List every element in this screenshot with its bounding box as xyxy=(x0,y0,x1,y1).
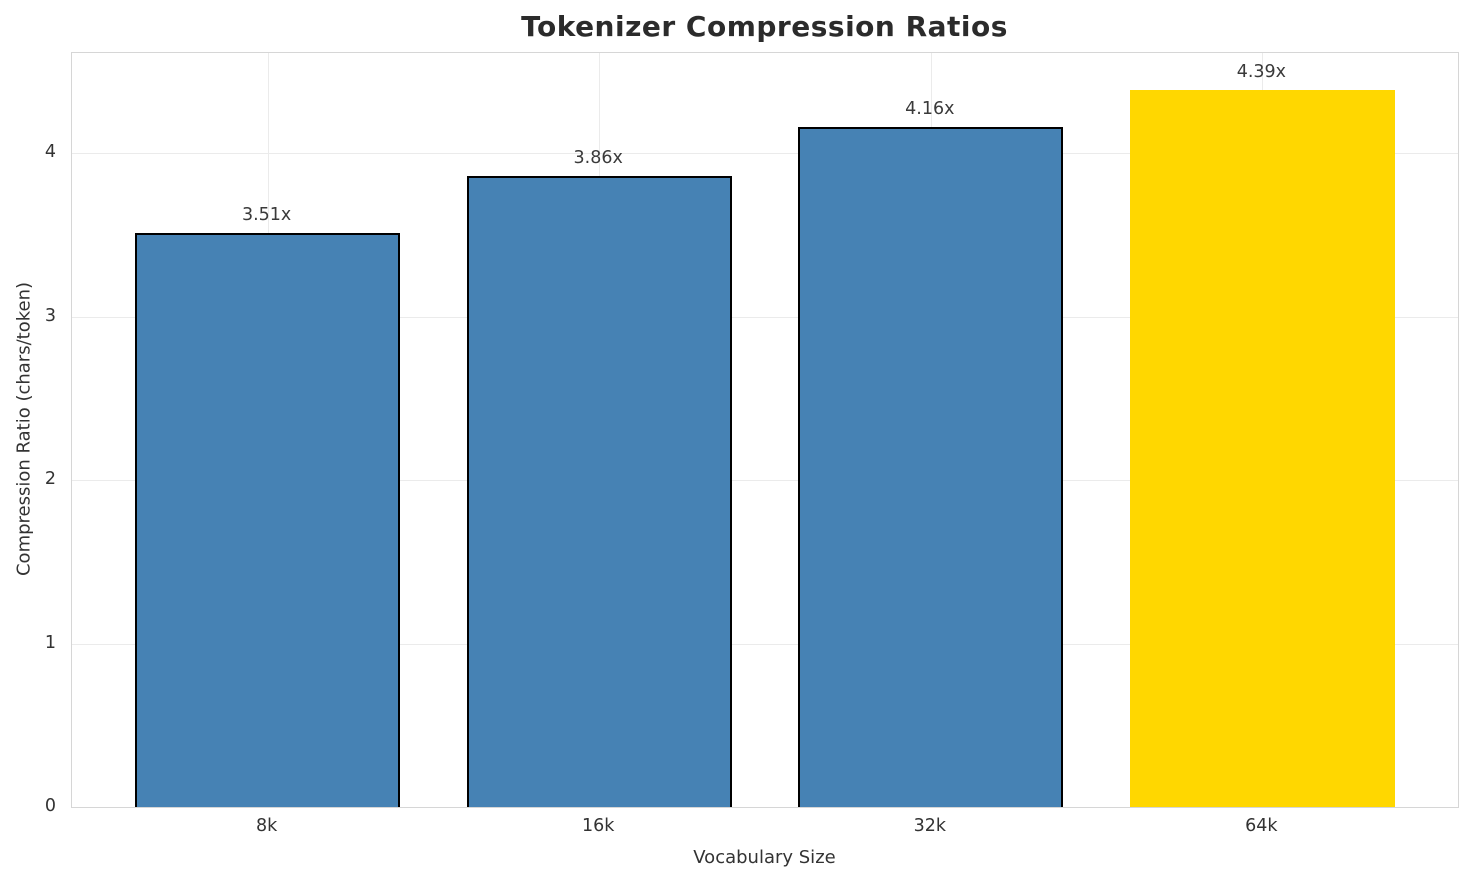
h-gridline xyxy=(72,643,1458,645)
x-tick-label: 8k xyxy=(255,816,278,836)
y-tick-label: 1 xyxy=(44,632,56,653)
chart-title: Tokenizer Compression Ratios xyxy=(521,10,1008,43)
x-tick-label: 32k xyxy=(913,816,946,836)
x-axis-label: Vocabulary Size xyxy=(693,847,836,868)
h-gridline xyxy=(72,480,1458,482)
y-axis-label: Compression Ratio (chars/token) xyxy=(13,281,35,577)
x-tick-label: 64k xyxy=(1245,816,1278,836)
bar-64k xyxy=(1129,89,1395,807)
bar-value-label: 3.51x xyxy=(241,205,292,226)
y-tick-label: 0 xyxy=(44,796,56,816)
bar-value-label: 3.86x xyxy=(573,148,623,169)
y-tick-label: 3 xyxy=(44,305,56,326)
plot-area xyxy=(71,52,1459,808)
h-gridline xyxy=(72,153,1458,155)
h-gridline xyxy=(72,316,1458,318)
bar-16k xyxy=(466,176,732,807)
bar-32k xyxy=(798,127,1064,807)
x-tick-label: 16k xyxy=(582,816,615,836)
bar-value-label: 4.39x xyxy=(1236,61,1287,82)
bar-8k xyxy=(135,233,401,807)
bar-value-label: 4.16x xyxy=(905,99,955,120)
y-tick-label: 4 xyxy=(44,142,56,163)
y-tick-label: 2 xyxy=(44,469,56,490)
